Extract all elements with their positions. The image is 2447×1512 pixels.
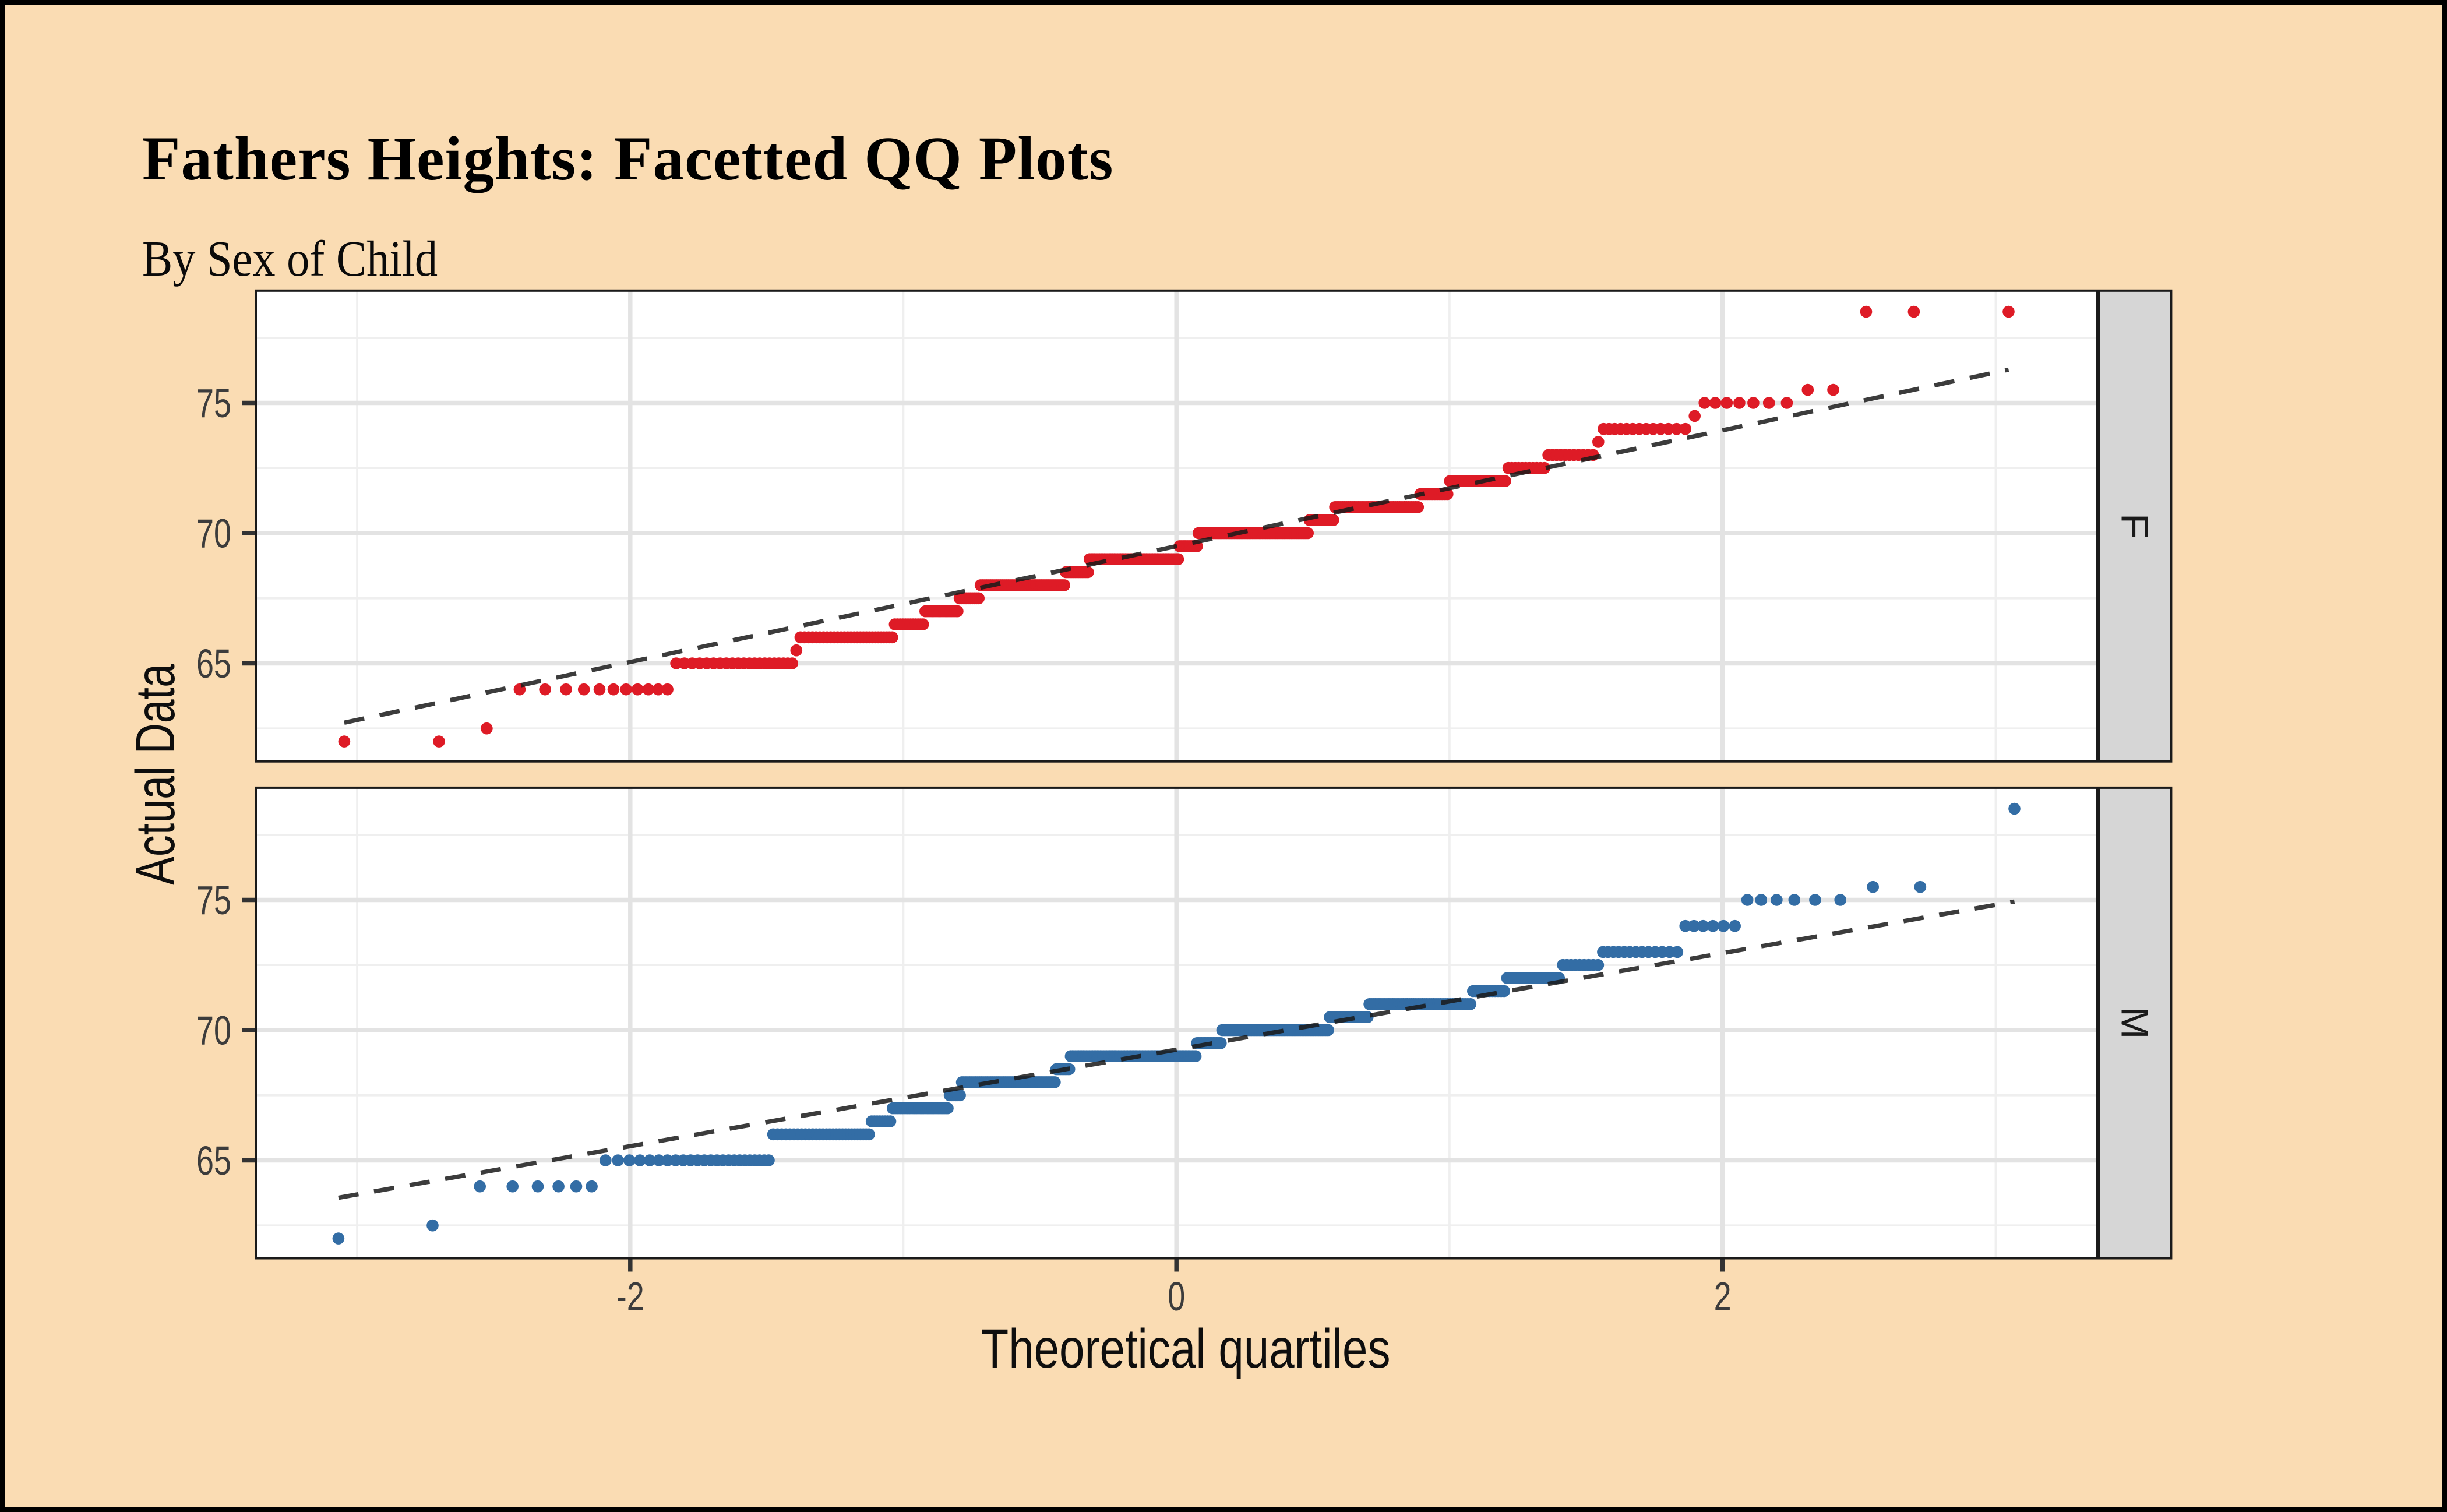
svg-text:Fathers Heights: Facetted QQ P: Fathers Heights: Facetted QQ Plots <box>142 125 1114 193</box>
svg-text:F: F <box>2114 513 2157 539</box>
svg-text:Theoretical quartiles: Theoretical quartiles <box>981 1318 1391 1380</box>
svg-text:M: M <box>2114 1007 2157 1039</box>
svg-text:65: 65 <box>196 1138 231 1183</box>
svg-text:By Sex of Child: By Sex of Child <box>142 230 438 287</box>
svg-text:65: 65 <box>196 641 231 686</box>
svg-text:0: 0 <box>1168 1274 1185 1319</box>
svg-text:Actual Data: Actual Data <box>125 664 186 885</box>
svg-text:70: 70 <box>196 1008 231 1053</box>
svg-text:70: 70 <box>196 511 231 556</box>
svg-text:75: 75 <box>196 877 231 923</box>
svg-text:75: 75 <box>196 380 231 426</box>
svg-text:2: 2 <box>1714 1274 1732 1319</box>
svg-text:-2: -2 <box>616 1274 644 1319</box>
